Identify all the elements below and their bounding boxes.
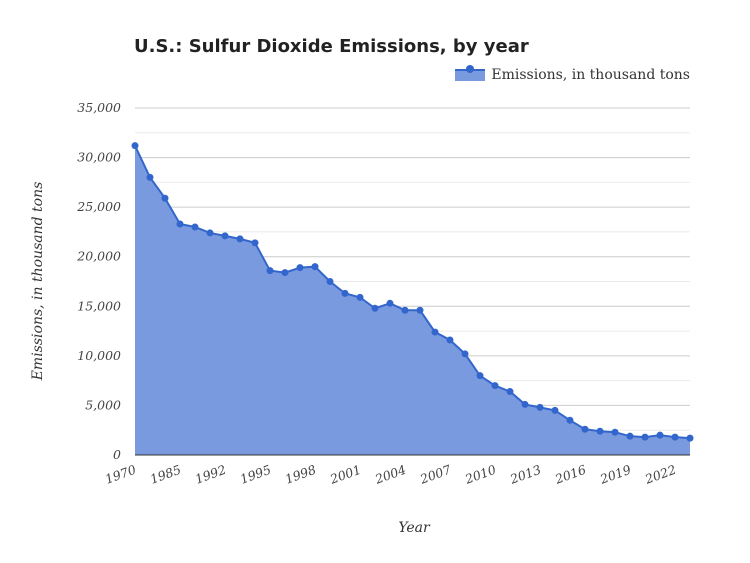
data-point-1993 <box>236 235 244 243</box>
data-point-2007 <box>446 336 454 344</box>
chart-title: U.S.: Sulfur Dioxide Emissions, by year <box>134 36 529 57</box>
data-point-2016 <box>581 425 589 433</box>
data-point-2005 <box>416 306 424 314</box>
data-point-2008 <box>461 350 469 358</box>
data-point-1995 <box>266 267 274 275</box>
x-tick-label: 2004 <box>372 462 408 487</box>
x-tick-label: 1998 <box>283 462 318 487</box>
x-tick-label: 2010 <box>462 462 498 487</box>
data-point-1992 <box>221 232 229 240</box>
legend-label: Emissions, in thousand tons <box>491 67 690 83</box>
data-point-2018 <box>611 428 619 436</box>
data-point-1997 <box>296 264 304 272</box>
y-tick-label: 25,000 <box>76 199 121 214</box>
data-point-2002 <box>371 304 379 312</box>
data-point-2010 <box>491 382 499 390</box>
data-point-2015 <box>566 416 574 424</box>
data-point-2020 <box>641 433 649 441</box>
x-tick-label: 2022 <box>642 462 678 487</box>
x-tick-label: 1992 <box>193 462 228 487</box>
data-point-2023 <box>686 434 694 442</box>
data-point-1996 <box>281 269 289 277</box>
data-point-2021 <box>656 431 664 439</box>
data-point-1970 <box>131 142 139 150</box>
data-point-1980 <box>161 194 169 202</box>
data-point-2019 <box>626 432 634 440</box>
data-point-2022 <box>671 433 679 441</box>
x-tick-label: 2016 <box>552 462 588 487</box>
y-tick-label: 15,000 <box>77 298 121 313</box>
data-point-2006 <box>431 328 439 336</box>
data-point-2012 <box>521 400 529 408</box>
y-tick-label: 20,000 <box>76 249 121 264</box>
data-point-1991 <box>206 229 214 237</box>
x-tick-label: 1970 <box>103 462 138 487</box>
data-point-1994 <box>251 239 259 247</box>
data-point-2014 <box>551 406 559 414</box>
data-point-2004 <box>401 306 409 314</box>
y-tick-label: 0 <box>113 447 121 462</box>
data-point-2013 <box>536 403 544 411</box>
x-axis-label: Year <box>398 520 430 536</box>
y-tick-label: 5,000 <box>85 397 121 412</box>
x-tick-label: 1985 <box>148 462 183 487</box>
legend-swatch <box>455 65 486 81</box>
legend[interactable]: Emissions, in thousand tons <box>455 65 690 83</box>
data-point-2011 <box>506 388 514 396</box>
x-tick-label: 2007 <box>417 462 453 487</box>
data-point-1999 <box>326 278 334 285</box>
x-tick-label: 2013 <box>507 462 543 487</box>
data-point-1990 <box>191 223 199 231</box>
x-tick-label: 2019 <box>597 462 633 487</box>
data-point-2000 <box>341 289 349 297</box>
data-point-1975 <box>146 173 154 181</box>
y-tick-label: 30,000 <box>77 150 121 165</box>
y-tick-label: 35,000 <box>77 100 121 115</box>
x-tick-label: 1995 <box>238 462 273 487</box>
x-tick-label: 2001 <box>327 462 363 487</box>
data-point-2001 <box>356 293 364 301</box>
data-point-2009 <box>476 372 484 380</box>
area-fill <box>135 145 690 455</box>
data-point-2003 <box>386 299 394 307</box>
y-tick-label: 10,000 <box>77 348 121 363</box>
data-point-1998 <box>311 263 319 271</box>
data-point-2017 <box>596 427 604 435</box>
data-point-1985 <box>176 220 184 228</box>
